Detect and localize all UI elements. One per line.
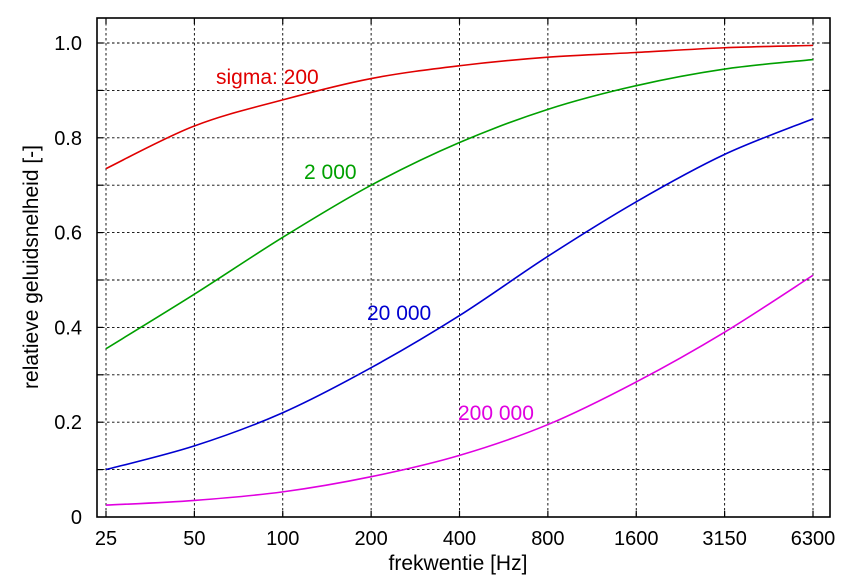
y-tick-label: 0.4 [54, 317, 82, 339]
curve-sigma-200 [105, 44, 814, 170]
series-label-sigma-200: sigma: 200 [216, 66, 319, 89]
x-tick-label: 1600 [614, 528, 659, 550]
series-labels: sigma: 200 2 000 20 000 200 000 [216, 66, 534, 425]
x-tick-label: 6300 [791, 528, 836, 550]
x-tick-label: 3150 [702, 528, 747, 550]
y-tick-label: 1.0 [54, 33, 82, 55]
curve-20000 [105, 118, 814, 471]
axis-ticks: 25 50 100 200 400 800 1600 3150 6300 0 0.2 0.4 0.6 0.… [54, 18, 835, 550]
y-tick-label: 0 [71, 507, 82, 529]
x-axis-title: frekwentie [Hz] [389, 552, 528, 575]
y-axis-title: relatieve geluidsnelheid [-] [20, 145, 43, 389]
curve-200000 [105, 274, 814, 506]
x-tick-label: 800 [531, 528, 564, 550]
x-tick-label: 100 [266, 528, 299, 550]
y-tick-label: 0.8 [54, 128, 82, 150]
series-label-2000: 2 000 [304, 161, 357, 184]
plot-frame [96, 17, 831, 518]
series-label-200000: 200 000 [458, 402, 534, 425]
grid-lines [97, 18, 830, 517]
y-tick-label: 0.6 [54, 223, 82, 245]
y-tick-label: 0.2 [54, 412, 82, 434]
data-series [105, 44, 814, 506]
x-tick-label: 400 [443, 528, 476, 550]
x-tick-label: 200 [354, 528, 387, 550]
x-tick-label: 50 [183, 528, 205, 550]
series-label-20000: 20 000 [367, 302, 431, 325]
curve-2000 [105, 58, 814, 350]
x-tick-label: 25 [95, 528, 117, 550]
